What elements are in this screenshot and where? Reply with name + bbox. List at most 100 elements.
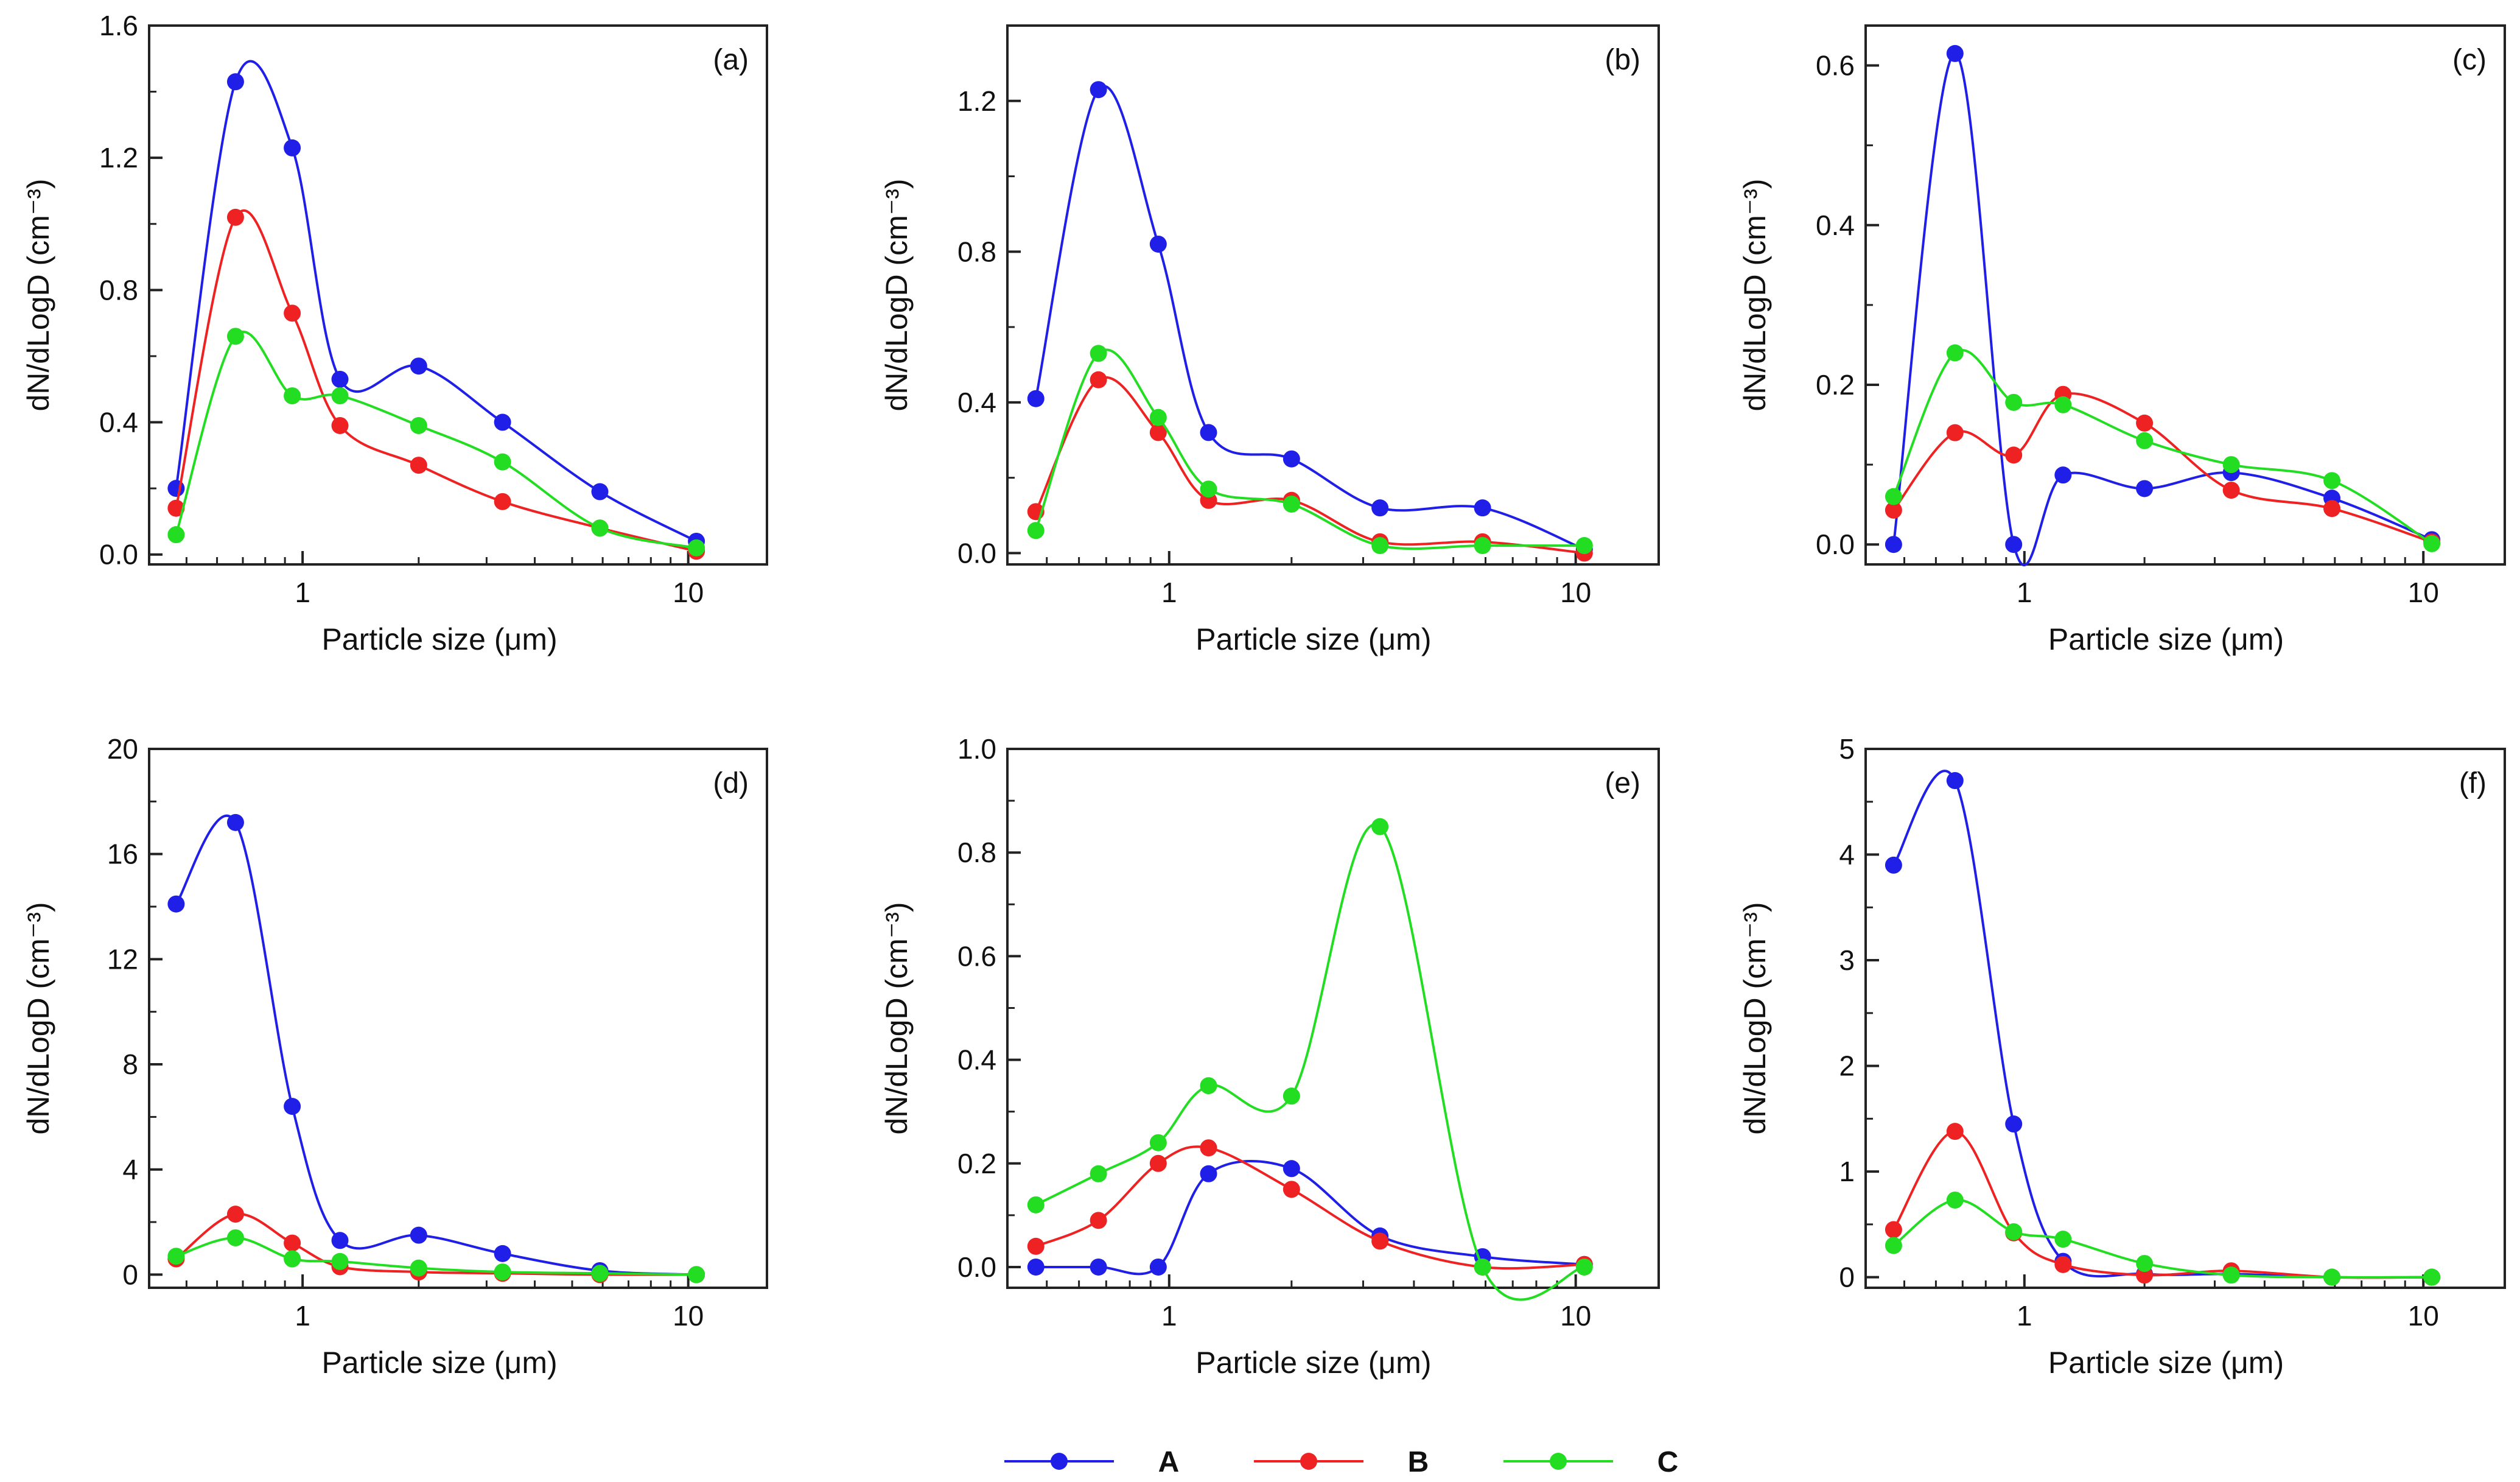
data-point-C bbox=[494, 1263, 511, 1281]
series-line-C bbox=[1034, 348, 1584, 550]
x-axis-label: Particle size (μm) bbox=[321, 1346, 557, 1380]
data-point-A bbox=[1371, 499, 1389, 517]
data-point-B bbox=[1885, 501, 1902, 519]
data-point-A bbox=[1474, 499, 1491, 517]
data-point-C bbox=[1946, 1191, 1964, 1209]
legend-marker-C bbox=[1550, 1453, 1567, 1470]
y-axis-label: dN/dLogD (cm⁻³) bbox=[1738, 902, 1772, 1134]
data-point-A bbox=[1027, 390, 1045, 407]
data-point-B bbox=[410, 457, 427, 474]
data-point-C bbox=[2054, 1231, 2072, 1248]
y-tick-label: 0.0 bbox=[957, 1251, 996, 1283]
data-point-C bbox=[1474, 537, 1491, 555]
legend-label-A: A bbox=[1158, 1446, 1180, 1478]
y-tick-label: 0.8 bbox=[957, 837, 996, 868]
x-tick-label: 1 bbox=[1161, 1300, 1177, 1332]
data-point-A bbox=[2005, 536, 2023, 553]
data-point-C bbox=[2136, 432, 2154, 449]
data-point-C bbox=[2005, 393, 2023, 411]
x-tick-label: 1 bbox=[295, 577, 310, 608]
x-axis-label: Particle size (μm) bbox=[1195, 622, 1431, 656]
series-line-A bbox=[1034, 85, 1585, 551]
chart-panel-a: 1 10 0.0 0.4 0.8 1.2 1.6 Particle size (μm) dN/d… bbox=[21, 10, 768, 656]
data-point-A bbox=[494, 413, 511, 431]
y-tick-label: 1.6 bbox=[99, 10, 138, 41]
data-point-C bbox=[1283, 1087, 1300, 1105]
data-point-C bbox=[331, 1252, 349, 1270]
y-tick-label: 0.0 bbox=[957, 537, 996, 569]
y-tick-label: 1.0 bbox=[957, 733, 996, 765]
data-point-C bbox=[1575, 1258, 1593, 1276]
panel-label: (f) bbox=[2459, 767, 2487, 799]
data-point-B bbox=[1200, 1139, 1217, 1157]
series-line-A bbox=[175, 814, 697, 1276]
x-tick-label: 10 bbox=[2408, 1300, 2439, 1332]
data-point-B bbox=[1027, 1237, 1045, 1255]
data-point-A bbox=[1149, 235, 1167, 253]
data-point-A bbox=[1946, 44, 1964, 62]
y-tick-label: 16 bbox=[107, 838, 138, 870]
x-tick-label: 10 bbox=[673, 577, 704, 608]
data-point-C bbox=[284, 1250, 301, 1268]
data-point-C bbox=[1090, 345, 1107, 362]
series-line-C bbox=[1892, 1198, 2432, 1279]
data-point-A bbox=[410, 1226, 427, 1244]
y-tick-label: 4 bbox=[1839, 839, 1855, 871]
panel-label: (e) bbox=[1605, 767, 1640, 799]
plot-frame bbox=[1006, 748, 1660, 1289]
y-tick-label: 0.6 bbox=[957, 940, 996, 972]
data-point-C bbox=[2423, 1268, 2441, 1286]
data-point-A bbox=[331, 370, 349, 388]
y-tick-label: 3 bbox=[1839, 944, 1855, 976]
y-axis-label: dN/dLogD (cm⁻³) bbox=[21, 902, 55, 1134]
data-point-B bbox=[1371, 1232, 1389, 1250]
plot-frame bbox=[148, 24, 768, 566]
y-tick-label: 0.0 bbox=[1816, 529, 1855, 560]
data-point-C bbox=[2054, 396, 2072, 413]
data-point-C bbox=[1090, 1165, 1107, 1182]
x-tick-label: 1 bbox=[1161, 577, 1177, 608]
data-point-A bbox=[2054, 466, 2072, 484]
series-line-C bbox=[175, 1236, 697, 1276]
y-tick-label: 0.4 bbox=[957, 1044, 996, 1076]
y-tick-label: 0.2 bbox=[957, 1148, 996, 1179]
data-point-A bbox=[1090, 1258, 1107, 1276]
x-axis-label: Particle size (μm) bbox=[2048, 1346, 2284, 1380]
data-point-A bbox=[494, 1245, 511, 1262]
data-point-A bbox=[1283, 1160, 1300, 1178]
data-point-A bbox=[2136, 480, 2154, 497]
data-point-C bbox=[2423, 535, 2441, 552]
series-line-C bbox=[1035, 823, 1585, 1301]
data-point-C bbox=[226, 1229, 244, 1246]
data-point-A bbox=[1200, 424, 1217, 441]
panel-label: (a) bbox=[713, 44, 749, 76]
data-point-A bbox=[1283, 450, 1300, 468]
data-point-B bbox=[2222, 482, 2240, 499]
legend-marker-A bbox=[1051, 1453, 1068, 1470]
legend-label-C: C bbox=[1657, 1446, 1679, 1478]
data-point-C bbox=[1027, 1196, 1045, 1213]
data-point-C bbox=[284, 387, 301, 405]
data-point-C bbox=[2222, 456, 2240, 474]
y-tick-label: 8 bbox=[122, 1048, 138, 1080]
data-point-B bbox=[1090, 371, 1107, 388]
series-line-A bbox=[1035, 1159, 1584, 1276]
data-point-C bbox=[1149, 409, 1167, 426]
data-point-C bbox=[2005, 1223, 2023, 1241]
data-point-C bbox=[167, 526, 185, 544]
plot-frame bbox=[1006, 24, 1660, 566]
data-point-B bbox=[2323, 500, 2341, 518]
data-point-B bbox=[1885, 1221, 1902, 1238]
data-point-A bbox=[1885, 536, 1902, 553]
plot-frame bbox=[1864, 748, 2506, 1289]
chart-panel-b: 1 10 0.0 0.4 0.8 1.2 Particle size (μm) dN/dLog… bbox=[880, 24, 1660, 656]
data-point-B bbox=[1149, 424, 1167, 441]
series-line-B bbox=[175, 209, 697, 553]
plot-frame bbox=[148, 748, 768, 1289]
y-tick-label: 0.4 bbox=[99, 407, 138, 438]
data-point-A bbox=[2005, 1115, 2023, 1133]
data-point-C bbox=[2323, 1268, 2341, 1286]
series-line-B bbox=[1034, 376, 1585, 555]
data-point-A bbox=[1946, 772, 1964, 790]
y-tick-label: 5 bbox=[1839, 733, 1855, 765]
